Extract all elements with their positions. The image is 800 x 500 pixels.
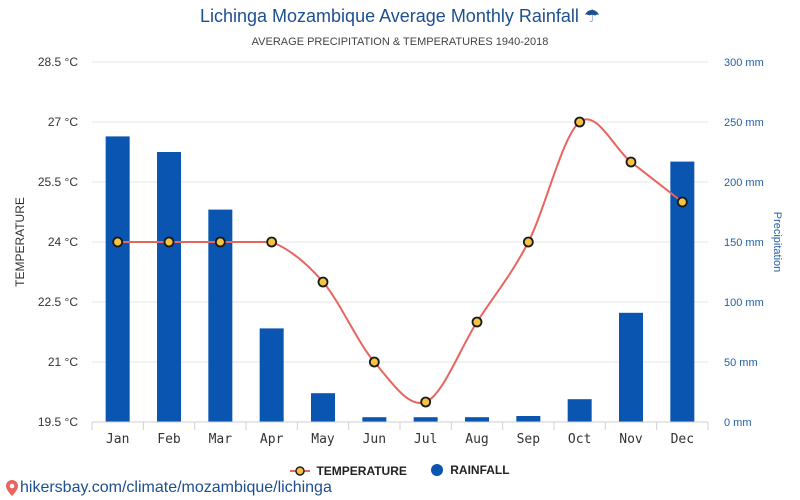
y-tick-label-right: 100 mm [724, 297, 764, 309]
temperature-point [522, 236, 534, 248]
rainfall-bar [413, 417, 438, 422]
temperature-point [163, 236, 175, 248]
temperature-point [420, 396, 432, 408]
x-tick-label: Apr [260, 432, 284, 447]
temperature-point [317, 276, 329, 288]
y-tick-label-left: 22.5 °C [38, 295, 78, 309]
x-tick-label: Jan [106, 432, 129, 447]
y-tick-label-right: 250 mm [724, 117, 764, 129]
y-tick-label-left: 19.5 °C [38, 415, 78, 429]
x-tick-label: Jun [363, 432, 386, 447]
source-text: hikersbay.com/climate/mozambique/liching… [20, 479, 332, 496]
x-tick-label: Feb [157, 432, 181, 447]
chart-subtitle: AVERAGE PRECIPITATION & TEMPERATURES 194… [251, 36, 549, 48]
rainfall-bar [157, 152, 181, 422]
temperature-point [625, 156, 637, 168]
rainfall-bar [259, 328, 284, 422]
x-tick-label: Mar [209, 432, 233, 447]
rainfall-bar [516, 416, 541, 422]
legend-item-temperature[interactable]: TEMPERATURE [290, 464, 407, 478]
x-tick-label: Jul [414, 432, 437, 447]
temperature-point [214, 236, 226, 248]
temperature-point [471, 316, 483, 328]
rainfall-bar [311, 393, 335, 422]
legend: TEMPERATURE RAINFALL [0, 463, 800, 480]
legend-item-rainfall[interactable]: RAINFALL [430, 463, 510, 477]
y-axis-label-right: Precipitation [771, 212, 783, 273]
y-tick-label-left: 27 °C [48, 115, 78, 129]
chart-title: Lichinga Mozambique Average Monthly Rain… [199, 6, 601, 26]
x-tick-label: Nov [619, 432, 643, 447]
y-tick-label-right: 300 mm [724, 57, 764, 69]
rainfall-bar [567, 399, 592, 422]
temperature-point [676, 196, 688, 208]
grid [91, 61, 709, 430]
temperature-point [574, 116, 586, 128]
x-tick-label: Dec [671, 432, 694, 447]
y-axis-label-left: TEMPERATURE [13, 197, 27, 287]
x-tick-label: Aug [465, 432, 488, 447]
temperature-curve [117, 118, 683, 405]
x-tick-label: Oct [568, 432, 591, 447]
y-tick-label-left: 21 °C [48, 355, 78, 369]
temperature-marker-icon [290, 466, 311, 476]
x-tick-label: Sep [517, 432, 541, 447]
y-tick-label-left: 28.5 °C [38, 55, 78, 69]
legend-label-temperature: TEMPERATURE [316, 464, 407, 478]
y-tick-label-right: 0 mm [724, 417, 752, 429]
axes: 19.5 °C 21 °C 22.5 °C 24 °C 25.5 °C 27 °C 28.5… [38, 55, 764, 447]
temperature-point [112, 236, 124, 248]
y-tick-label-left: 24 °C [48, 235, 78, 249]
rainfall-bar [105, 136, 130, 422]
legend-label-rainfall: RAINFALL [450, 463, 510, 477]
location-pin-icon [6, 480, 18, 496]
temperature-line [112, 116, 688, 408]
rainfall-bars [105, 136, 695, 422]
x-tick-label: May [311, 432, 335, 447]
temperature-point [368, 356, 380, 368]
y-tick-label-left: 25.5 °C [38, 175, 78, 189]
y-tick-label-right: 200 mm [724, 177, 764, 189]
y-tick-label-right: 150 mm [724, 237, 764, 249]
rainfall-bar [362, 417, 387, 422]
temperature-point [266, 236, 278, 248]
rainfall-bar [465, 417, 489, 422]
y-tick-label-right: 50 mm [724, 357, 758, 369]
source-link[interactable]: hikersbay.com/climate/mozambique/liching… [6, 479, 332, 497]
rainfall-bar [619, 312, 643, 422]
rainfall-marker-icon [431, 464, 444, 476]
